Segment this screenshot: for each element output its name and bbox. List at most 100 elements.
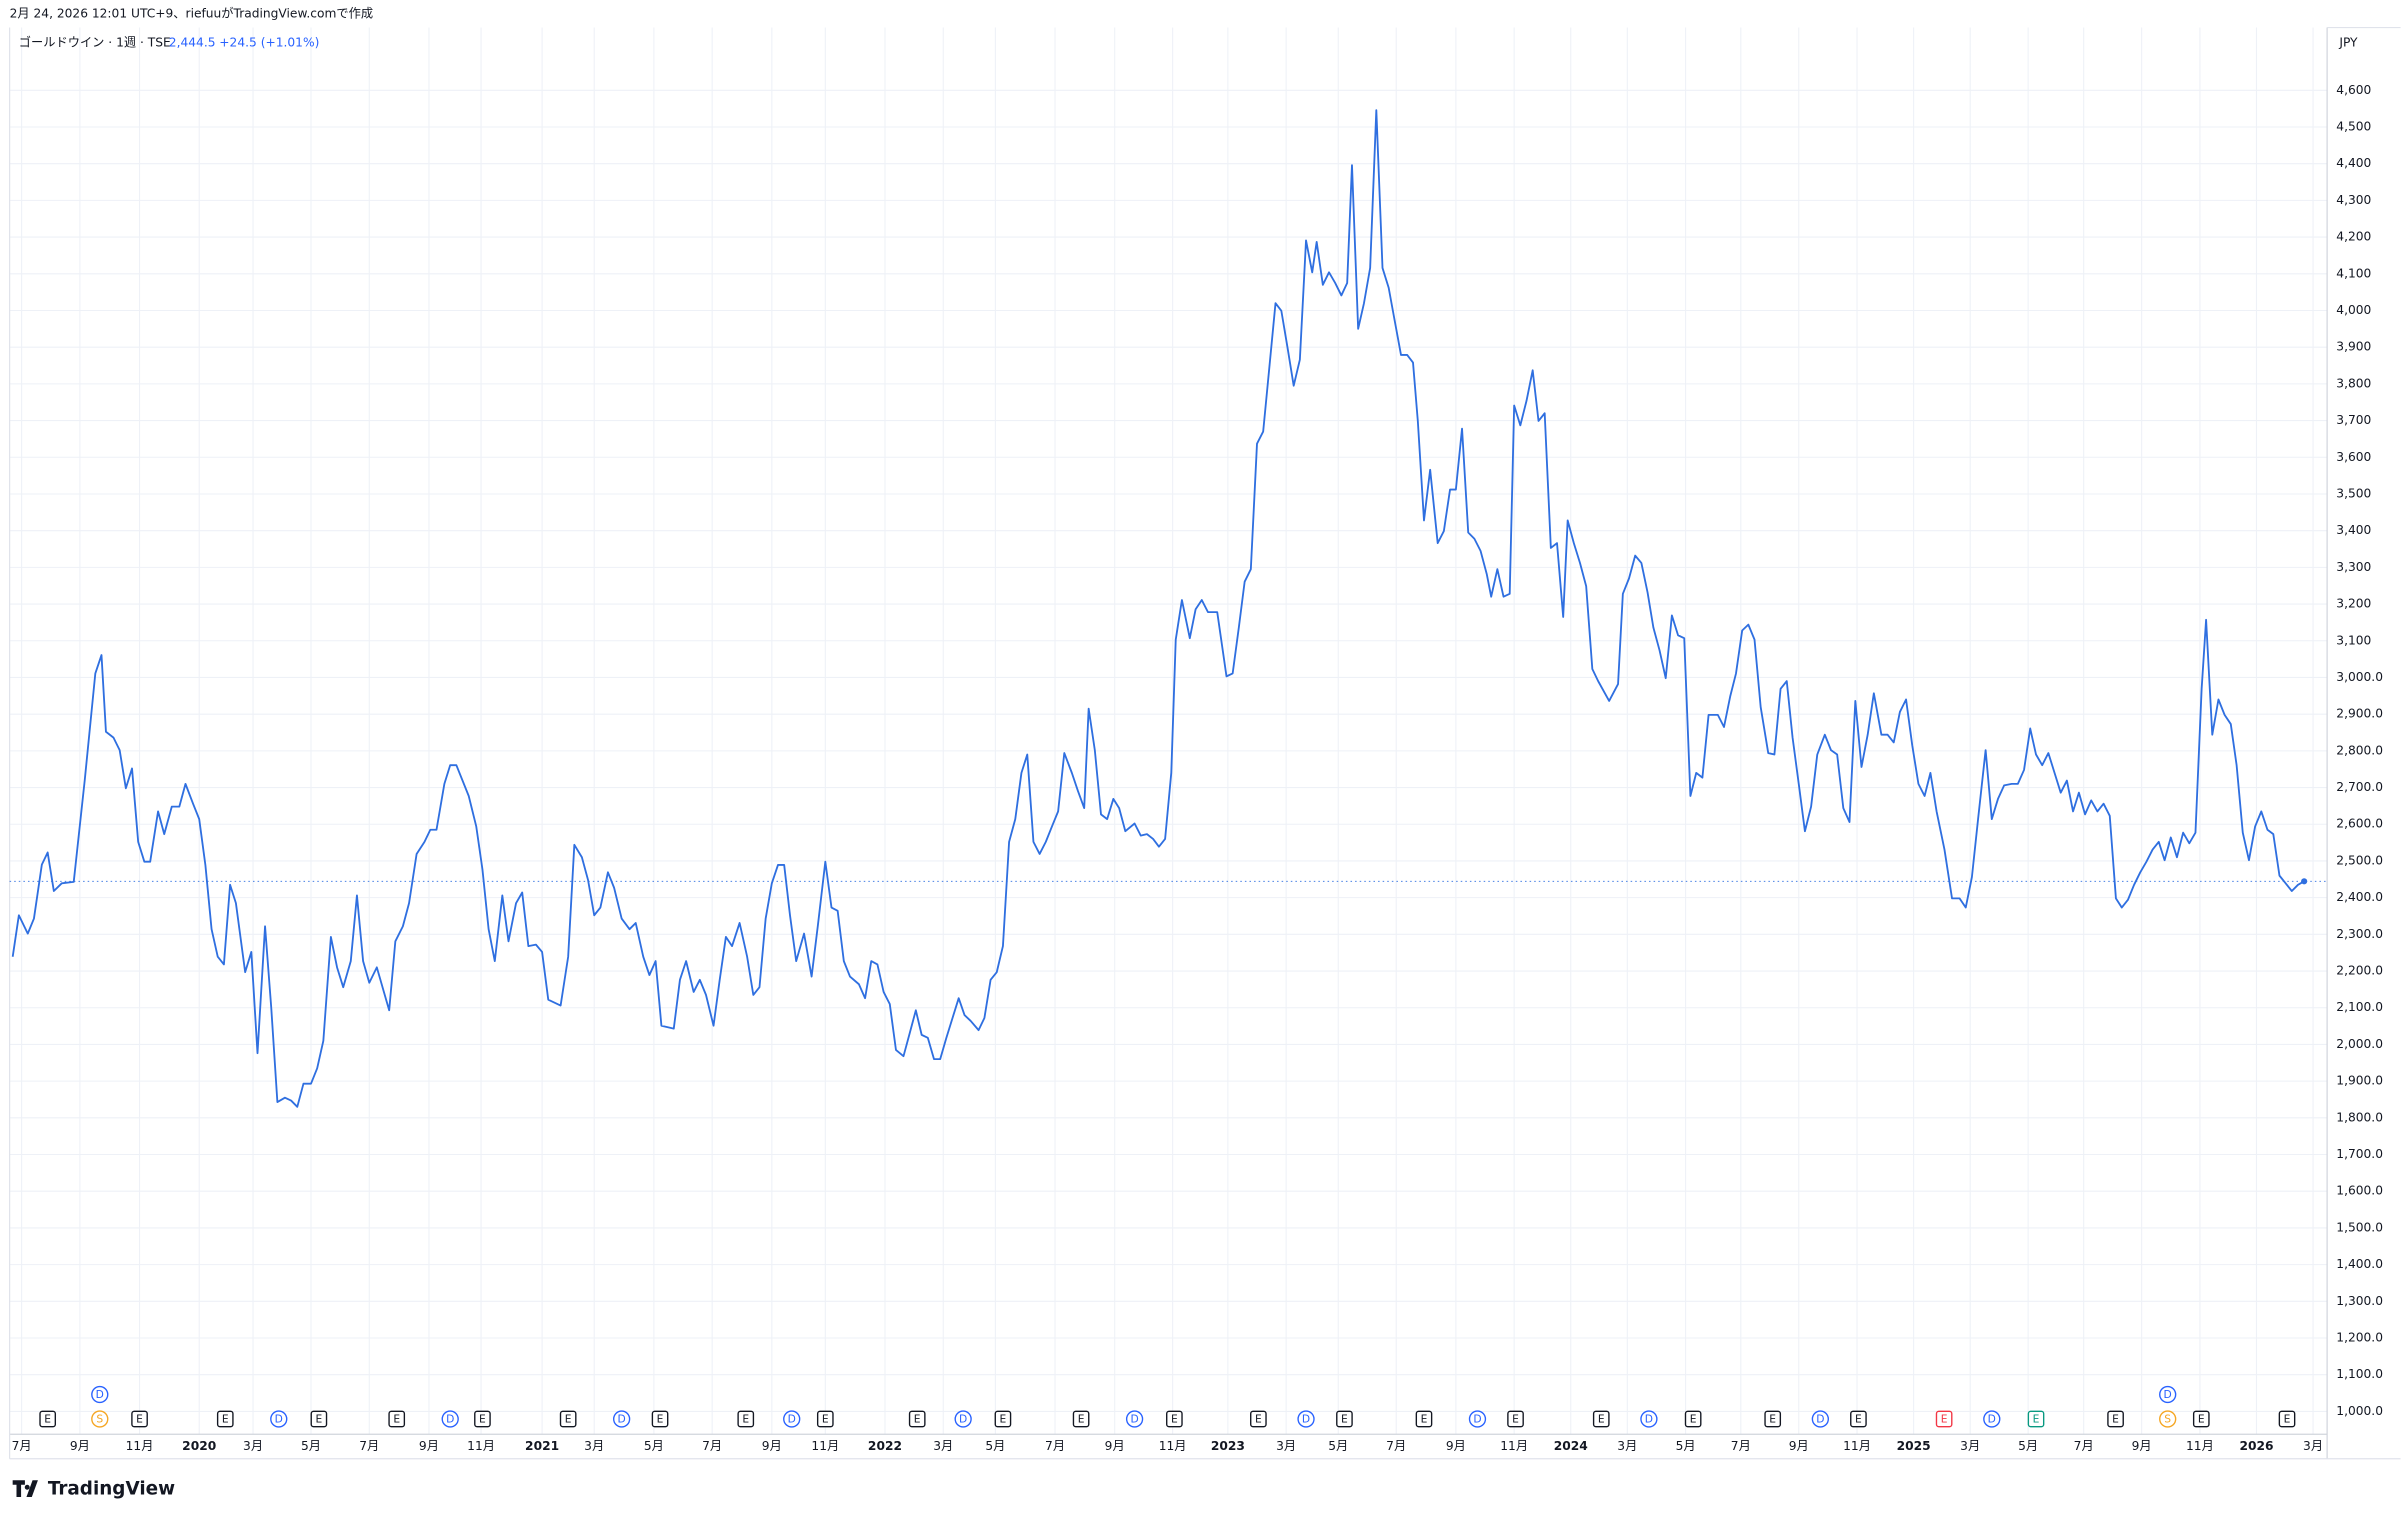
event-badge — [1983, 1410, 2001, 1428]
x-tick-label: 5月 — [301, 1439, 321, 1453]
event-marker: D — [1297, 1410, 1315, 1428]
event-badge — [441, 1410, 459, 1428]
event-badge — [1250, 1410, 1267, 1428]
event-marker: S — [91, 1410, 109, 1428]
x-tick-label: 11月 — [1843, 1439, 1871, 1453]
event-label: E — [1941, 1413, 1948, 1426]
event-badge — [2192, 1410, 2210, 1428]
event-marker: E — [1166, 1410, 1183, 1428]
event-badge — [91, 1410, 109, 1428]
x-tick-label: 9月 — [2132, 1439, 2152, 1453]
event-badge — [270, 1410, 288, 1428]
event-marker: E — [474, 1410, 491, 1428]
event-label: E — [1171, 1413, 1178, 1426]
event-badge — [1592, 1410, 1610, 1428]
event-marker: S — [2159, 1410, 2177, 1428]
x-tick-label: 3月 — [243, 1439, 263, 1453]
logo-text: TradingView — [48, 1478, 175, 1499]
y-tick-label: 2,900.0 — [2336, 707, 2383, 721]
event-marker: E — [908, 1410, 926, 1428]
event-label: E — [1690, 1413, 1697, 1426]
event-label: E — [1255, 1413, 1262, 1426]
event-marker: E — [1507, 1410, 1524, 1428]
event-marker: E — [310, 1410, 328, 1428]
event-label: D — [1816, 1413, 1824, 1426]
legend-symbol: ゴールドウイン · 1週 · TSE — [19, 34, 171, 49]
y-tick-label: 4,300 — [2336, 193, 2371, 207]
event-label: E — [657, 1413, 664, 1426]
price-line — [11, 109, 2305, 1108]
y-tick-label: 4,500 — [2336, 120, 2371, 134]
x-tick-label: 9月 — [762, 1439, 782, 1453]
y-tick-label: 2,100.0 — [2336, 1000, 2383, 1014]
event-marker: E — [2192, 1410, 2210, 1428]
event-badge — [612, 1410, 631, 1428]
event-badge — [131, 1410, 148, 1428]
x-tick-label: 2023 — [1211, 1439, 1245, 1453]
x-tick-label: 5月 — [1328, 1439, 1348, 1453]
event-marker: E — [216, 1410, 234, 1428]
event-label: E — [1000, 1413, 1007, 1426]
event-marker: E — [1415, 1410, 1433, 1428]
event-badge — [1297, 1410, 1315, 1428]
event-label: E — [565, 1413, 572, 1426]
event-label: D — [2164, 1388, 2172, 1401]
event-label: E — [222, 1413, 229, 1426]
event-label: E — [1512, 1413, 1519, 1426]
event-badge — [1468, 1410, 1487, 1428]
event-marker: E — [388, 1410, 406, 1428]
event-badge — [2027, 1410, 2045, 1428]
event-label: E — [1421, 1413, 1428, 1426]
event-badge — [1684, 1410, 1702, 1428]
x-tick-label: 3月 — [1960, 1439, 1980, 1453]
x-tick-label: 5月 — [1676, 1439, 1696, 1453]
event-badge — [1935, 1410, 1953, 1428]
x-tick-label: 11月 — [126, 1439, 154, 1453]
event-label: D — [618, 1413, 626, 1426]
event-badge — [994, 1410, 1012, 1428]
event-badge — [1811, 1410, 1830, 1428]
event-label: E — [2033, 1413, 2040, 1426]
legend-price: 2,444.5 — [169, 35, 216, 49]
logo: TradingView — [12, 1478, 175, 1499]
event-label: E — [1855, 1413, 1862, 1426]
credit: 2月 24, 2026 12:01 UTC+9、riefuuがTradingVi… — [10, 5, 373, 20]
y-tick-label: 4,400 — [2336, 156, 2371, 170]
x-tick-label: 7月 — [2074, 1439, 2094, 1453]
event-badge — [310, 1410, 328, 1428]
event-label: E — [2284, 1413, 2291, 1426]
x-tick-label: 7月 — [1386, 1439, 1406, 1453]
event-label: D — [1988, 1413, 1996, 1426]
event-label: E — [2112, 1413, 2119, 1426]
x-tick-label: 7月 — [12, 1439, 32, 1453]
x-tick-label: 2020 — [182, 1439, 216, 1453]
event-label: E — [1078, 1413, 1085, 1426]
event-badge — [39, 1410, 57, 1428]
x-tick-label: 9月 — [1789, 1439, 1809, 1453]
y-tick-label: 2,400.0 — [2336, 890, 2383, 904]
y-tick-label: 1,100.0 — [2336, 1367, 2383, 1381]
event-label: D — [1645, 1413, 1653, 1426]
x-tick-label: 9月 — [419, 1439, 439, 1453]
event-badge — [1125, 1410, 1144, 1428]
y-tick-label: 3,900 — [2336, 340, 2371, 354]
event-marker: D — [441, 1410, 459, 1428]
event-marker: E — [1935, 1410, 1953, 1428]
event-badge — [783, 1410, 801, 1428]
event-label: D — [1130, 1413, 1138, 1426]
y-tick-label: 1,400.0 — [2336, 1257, 2383, 1271]
y-tick-label: 3,200 — [2336, 597, 2371, 611]
x-tick-label: 3月 — [933, 1439, 953, 1453]
event-badge — [1415, 1410, 1433, 1428]
event-marker: E — [131, 1410, 148, 1428]
event-marker: D — [783, 1410, 801, 1428]
y-tick-label: 1,800.0 — [2336, 1110, 2383, 1124]
event-badge — [474, 1410, 491, 1428]
x-tick-label: 11月 — [1159, 1439, 1187, 1453]
event-badge — [1166, 1410, 1183, 1428]
event-badge — [2159, 1385, 2177, 1404]
event-marker: D — [954, 1410, 972, 1428]
event-label: D — [275, 1413, 283, 1426]
